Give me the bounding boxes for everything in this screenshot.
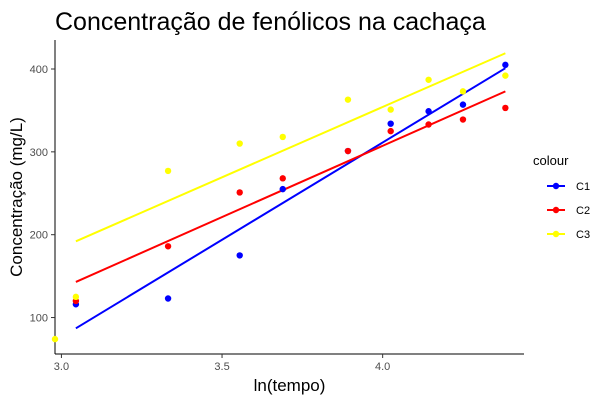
data-point-c1: [502, 61, 509, 69]
x-tick-label: 3.5: [214, 361, 229, 373]
legend: colour C1 C2 C3: [533, 153, 590, 241]
data-point-c2: [425, 121, 432, 128]
trendline-c3: [75, 52, 506, 243]
trendline-c1: [75, 67, 506, 330]
legend-key-point-c2: [552, 206, 560, 214]
data-point-c2: [344, 147, 352, 155]
data-point-c3: [459, 88, 467, 95]
data-point-c1: [387, 120, 394, 127]
plot-area: 3.0 3.5 4.0 100 200 300 400: [30, 40, 524, 373]
legend-label-c3: C3: [576, 229, 590, 241]
chart-title: Concentração de fenólicos na cachaça: [55, 8, 486, 36]
trendline-c2: [75, 90, 506, 283]
data-point-c2: [279, 175, 286, 182]
data-point-c3: [164, 167, 172, 175]
data-point-c3: [236, 140, 243, 147]
data-point-c3: [387, 106, 394, 113]
data-point-c1: [279, 185, 286, 193]
y-tick-label: 300: [30, 147, 48, 159]
y-axis-title: Concentração (mg/L): [7, 117, 26, 277]
data-point-c2: [236, 189, 243, 196]
data-point-c2: [459, 116, 467, 123]
data-point-c3: [425, 76, 432, 83]
legend-title: colour: [533, 153, 569, 168]
y-tick-label: 200: [30, 230, 48, 242]
data-point-c3: [502, 72, 509, 79]
x-axis-title: ln(tempo): [254, 376, 326, 395]
data-point-c3: [344, 96, 352, 103]
legend-key-point-c3: [552, 230, 560, 238]
y-tick-label: 400: [30, 64, 48, 76]
data-point-c3: [72, 293, 80, 301]
data-point-c1: [425, 108, 432, 115]
x-tick-label: 3.0: [54, 361, 69, 373]
data-point-c2: [387, 127, 394, 135]
x-tick-label: 4.0: [375, 361, 390, 373]
data-point-c3: [279, 133, 286, 141]
data-point-c1: [164, 295, 172, 302]
data-point-c3: [51, 335, 59, 343]
legend-key-point-c1: [552, 182, 560, 190]
data-point-c2: [164, 243, 172, 250]
legend-label-c2: C2: [576, 205, 590, 217]
data-point-c2: [502, 104, 509, 112]
legend-label-c1: C1: [576, 181, 590, 193]
trendlines: [75, 52, 506, 330]
y-tick-label: 100: [30, 313, 48, 325]
data-point-c1: [236, 252, 243, 259]
data-points: [51, 61, 509, 343]
data-point-c1: [459, 101, 467, 108]
axis-ticks: 3.0 3.5 4.0 100 200 300 400: [30, 64, 391, 373]
